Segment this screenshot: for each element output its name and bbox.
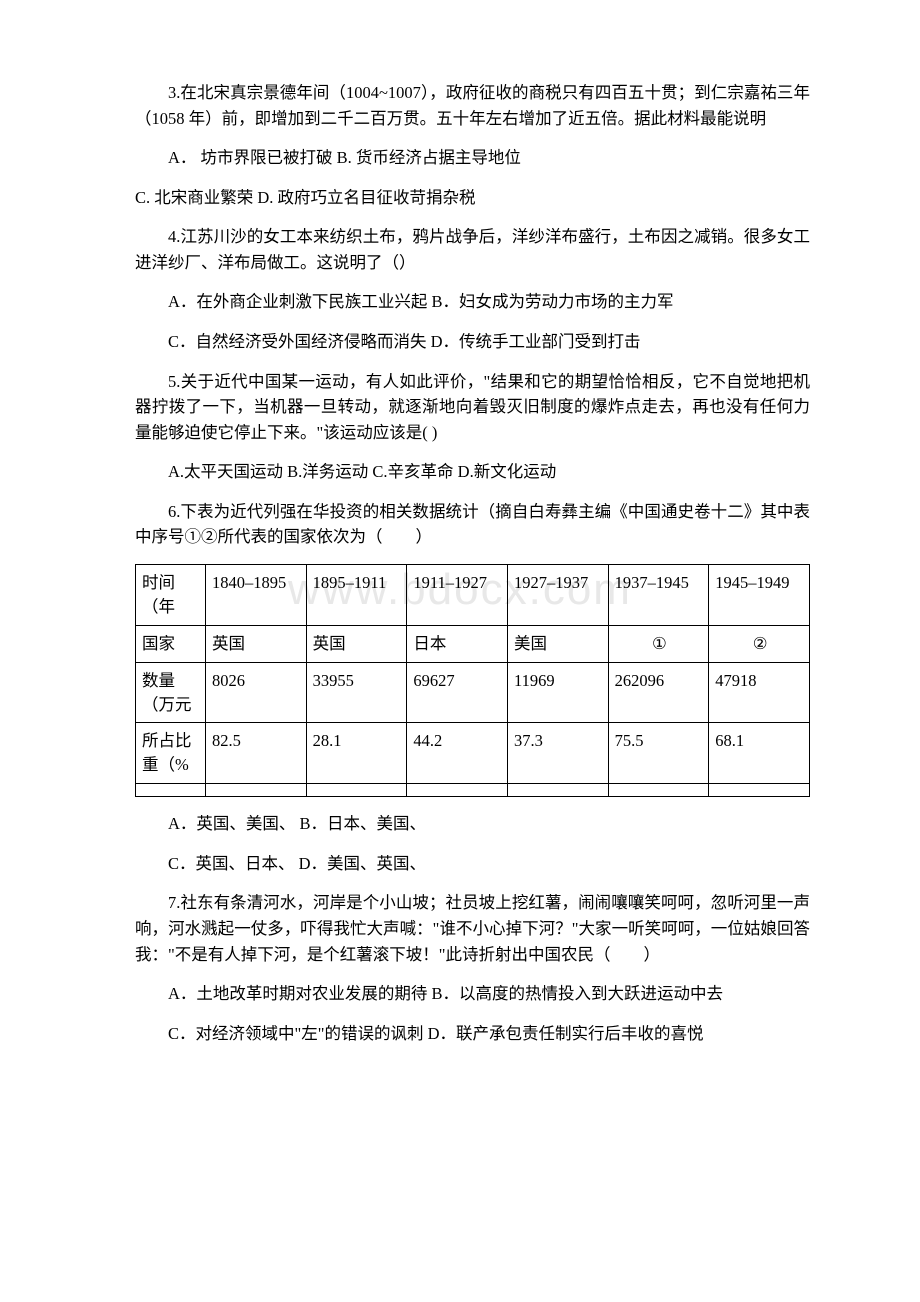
cell-empty — [507, 784, 608, 797]
q6-options-line1: A．英国、美国、 B．日本、美国、 — [135, 811, 810, 837]
cell-pct-4: 75.5 — [608, 723, 709, 784]
cell-amount-2: 69627 — [407, 662, 508, 723]
cell-empty — [136, 784, 206, 797]
q4-stem: 4.江苏川沙的女工本来纺织土布，鸦片战争后，洋纱洋布盛行，土布因之减销。很多女工… — [135, 224, 810, 275]
cell-time-3: 1927–1937 — [507, 564, 608, 625]
q7-stem: 7.社东有条清河水，河岸是个小山坡；社员坡上挖红薯，闹闹嚷嚷笑呵呵，忽听河里一声… — [135, 890, 810, 967]
cell-amount-label: 数量（万元 — [136, 662, 206, 723]
cell-pct-5: 68.1 — [709, 723, 810, 784]
q3-stem: 3.在北宋真宗景德年间（1004~1007），政府征收的商税只有四百五十贯；到仁… — [135, 80, 810, 131]
cell-time-label: 时间（年 — [136, 564, 206, 625]
q6-table: 时间（年 1840–1895 1895–1911 1911–1927 1927–… — [135, 564, 810, 797]
cell-amount-5: 47918 — [709, 662, 810, 723]
cell-pct-label: 所占比重（% — [136, 723, 206, 784]
cell-empty — [608, 784, 709, 797]
q7-options-line2: C．对经济领域中"左"的错误的讽刺 D．联产承包责任制实行后丰收的喜悦 — [135, 1021, 810, 1047]
cell-country-2: 日本 — [407, 625, 508, 662]
table-row — [136, 784, 810, 797]
cell-amount-4: 262096 — [608, 662, 709, 723]
q7-options-line1: A．土地改革时期对农业发展的期待 B．以高度的热情投入到大跃进运动中去 — [135, 981, 810, 1007]
cell-pct-2: 44.2 — [407, 723, 508, 784]
q4-options-line2: C．自然经济受外国经济侵略而消失 D．传统手工业部门受到打击 — [135, 329, 810, 355]
q4-options-line1: A．在外商企业刺激下民族工业兴起 B．妇女成为劳动力市场的主力军 — [135, 289, 810, 315]
cell-amount-0: 8026 — [206, 662, 307, 723]
table-row: 国家 英国 英国 日本 美国 ① ② — [136, 625, 810, 662]
cell-country-4: ① — [608, 625, 709, 662]
table-row: 所占比重（% 82.5 28.1 44.2 37.3 75.5 68.1 — [136, 723, 810, 784]
cell-time-0: 1840–1895 — [206, 564, 307, 625]
cell-pct-1: 28.1 — [306, 723, 407, 784]
cell-country-0: 英国 — [206, 625, 307, 662]
q6-stem: 6.下表为近代列强在华投资的相关数据统计（摘自白寿彝主编《中国通史卷十二》其中表… — [135, 499, 810, 550]
cell-amount-1: 33955 — [306, 662, 407, 723]
cell-time-5: 1945–1949 — [709, 564, 810, 625]
table-row: 时间（年 1840–1895 1895–1911 1911–1927 1927–… — [136, 564, 810, 625]
cell-amount-3: 11969 — [507, 662, 608, 723]
cell-time-2: 1911–1927 — [407, 564, 508, 625]
cell-country-label: 国家 — [136, 625, 206, 662]
cell-pct-3: 37.3 — [507, 723, 608, 784]
q5-stem: 5.关于近代中国某一运动，有人如此评价，"结果和它的期望恰恰相反，它不自觉地把机… — [135, 369, 810, 446]
cell-empty — [306, 784, 407, 797]
cell-pct-0: 82.5 — [206, 723, 307, 784]
cell-country-3: 美国 — [507, 625, 608, 662]
cell-empty — [407, 784, 508, 797]
q6-options-line2: C．英国、日本、 D．美国、英国、 — [135, 851, 810, 877]
q3-options-line2: C. 北宋商业繁荣 D. 政府巧立名目征收苛捐杂税 — [135, 185, 810, 211]
cell-time-1: 1895–1911 — [306, 564, 407, 625]
q5-options-line1: A.太平天国运动 B.洋务运动 C.辛亥革命 D.新文化运动 — [135, 459, 810, 485]
cell-time-4: 1937–1945 — [608, 564, 709, 625]
cell-empty — [206, 784, 307, 797]
q3-options-line1: A． 坊市界限已被打破 B. 货币经济占据主导地位 — [135, 145, 810, 171]
cell-country-5: ② — [709, 625, 810, 662]
table-row: 数量（万元 8026 33955 69627 11969 262096 4791… — [136, 662, 810, 723]
cell-empty — [709, 784, 810, 797]
cell-country-1: 英国 — [306, 625, 407, 662]
